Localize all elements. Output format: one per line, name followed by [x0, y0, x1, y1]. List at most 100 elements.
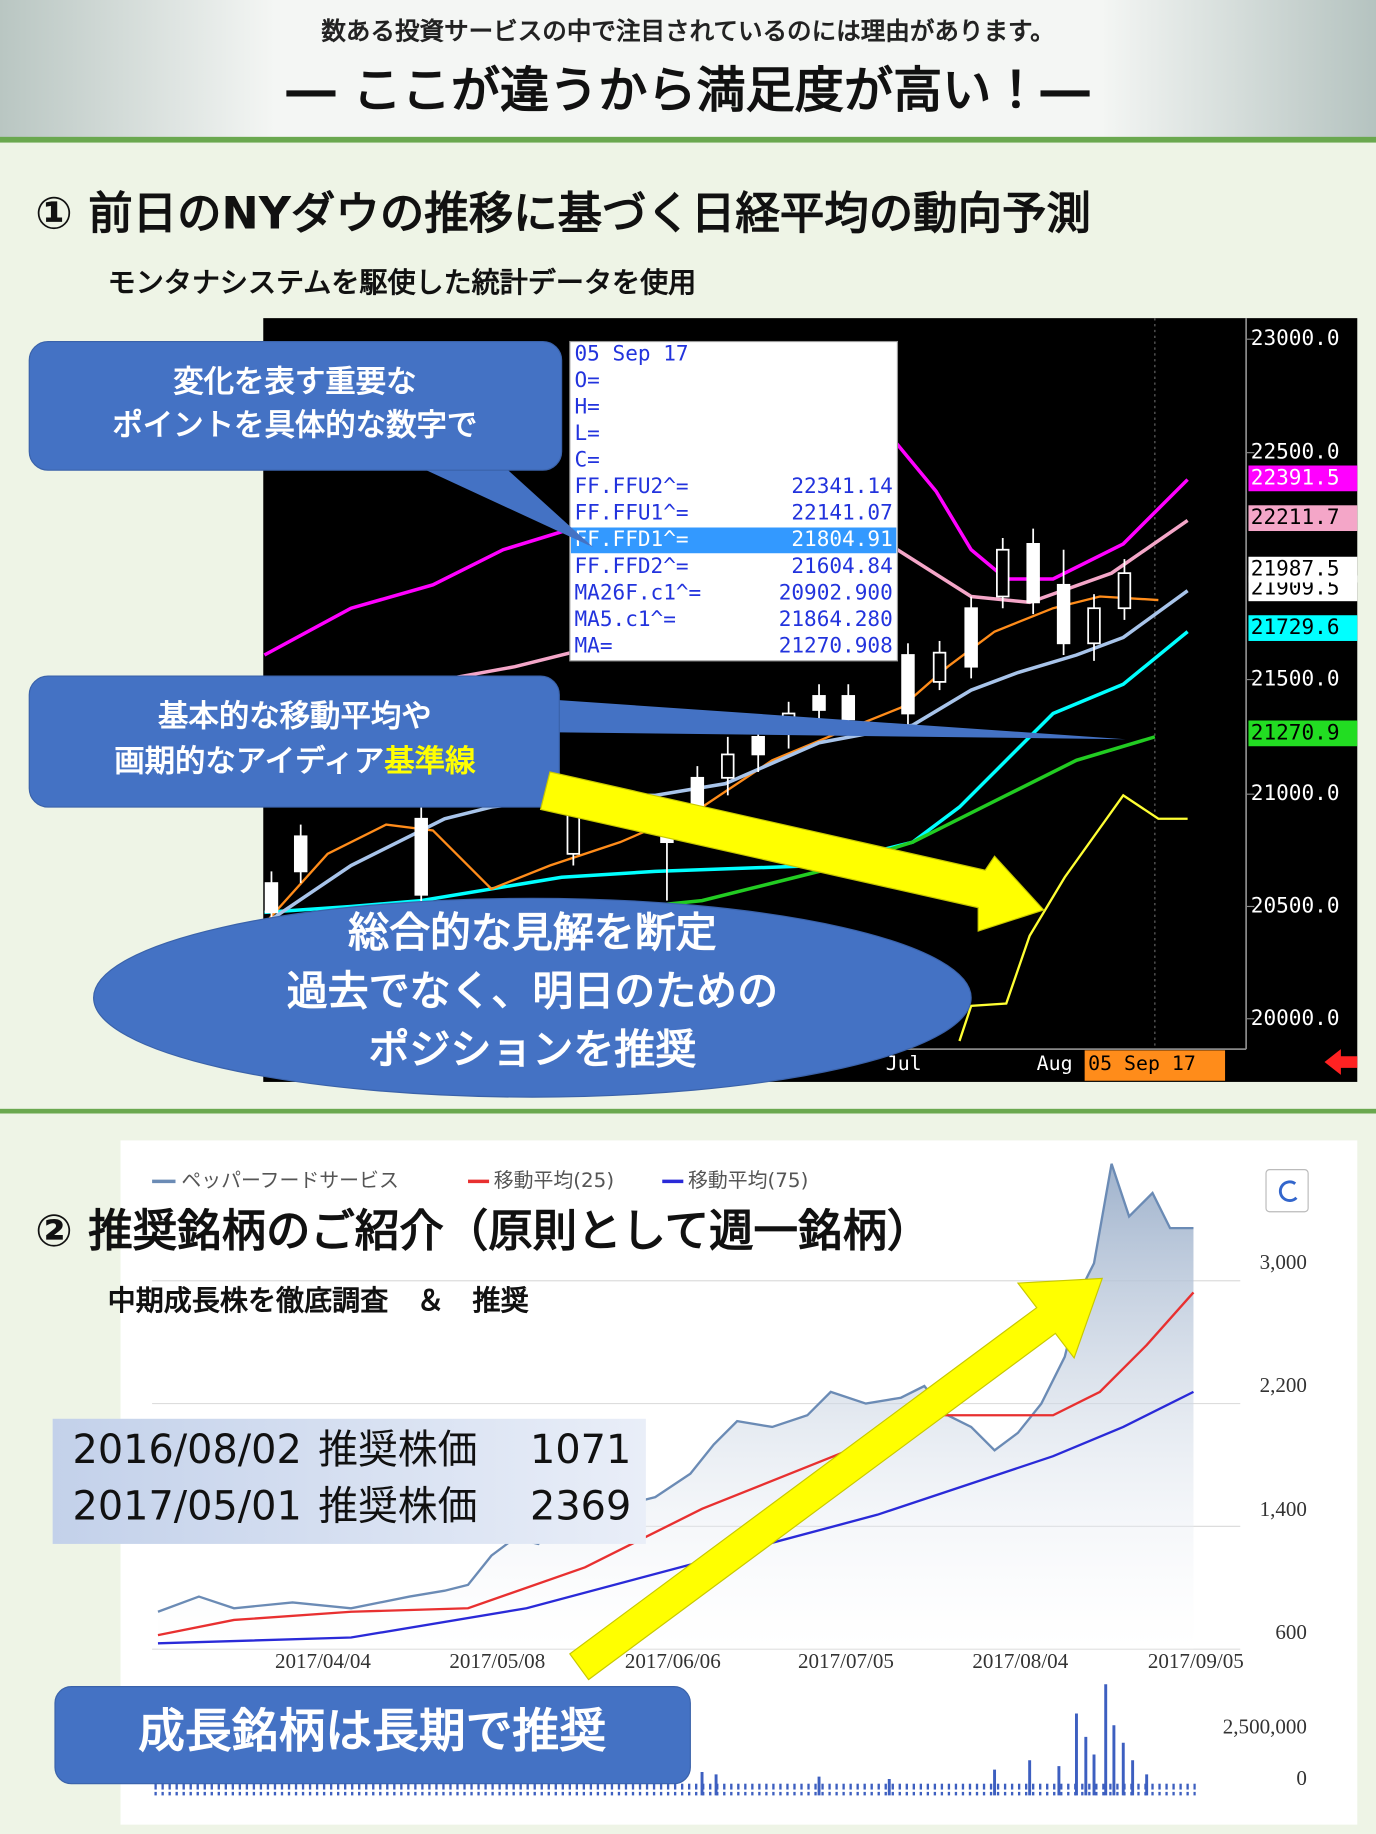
- callout: [28, 340, 563, 471]
- ma-line: [263, 595, 1159, 925]
- x-tick-label: 2017/08/04: [972, 1649, 1068, 1673]
- volume-bars: [152, 1783, 1196, 1796]
- y-tick-label: 600: [1275, 1620, 1307, 1644]
- cursor-date: 05 Sep 17: [1088, 1052, 1196, 1075]
- y-tick-label: 20500.0: [1251, 892, 1340, 917]
- y-tick-label: 1,400: [1260, 1497, 1307, 1521]
- price-tag-bg: [1248, 505, 1358, 532]
- refresh-button[interactable]: [1265, 1169, 1309, 1213]
- tooltip-rows: 05 Sep 17O=H=L=C=FF.FFU2^= 22341.14 FF.FFU…: [575, 340, 893, 657]
- tooltip-highlight: [570, 527, 897, 554]
- price-tags: 22391.522211.721909.521729.621270.921987…: [1248, 464, 1358, 747]
- y-tick-label: 2,200: [1260, 1373, 1307, 1397]
- price-tag: 22391.5: [1251, 464, 1340, 489]
- y-tick-label: 22500.0: [1251, 439, 1340, 464]
- ma25-line: [157, 1291, 1195, 1637]
- header-lead: 数ある投資サービスの中で注目されているのには理由があります。: [321, 17, 1054, 46]
- header-band: [0, 0, 1376, 140]
- header-rule: [0, 136, 1376, 143]
- tooltip-label: MA=: [575, 632, 613, 657]
- price-tag: 21987.5: [1251, 556, 1340, 581]
- ma75-line: [157, 1390, 1194, 1645]
- callout: [93, 897, 972, 1098]
- section-title: ① 前日のNYダウの推移に基づく日経平均の動向予測: [35, 188, 1091, 239]
- y-tick-label: 20000.0: [1251, 1005, 1340, 1030]
- callout-text: ポジションを推奨: [369, 1026, 697, 1074]
- tooltip-value: 21604.84: [791, 553, 892, 578]
- rec-date: 2016/08/02: [73, 1427, 302, 1473]
- callout-text: ポイントを具体的な数字で: [112, 408, 477, 443]
- recommendation-box: [52, 1418, 646, 1544]
- tooltip-label: MA5.c1^=: [575, 606, 676, 631]
- price-tag: 22211.7: [1251, 504, 1340, 529]
- x-tick-label: 2017/05/08: [449, 1649, 545, 1673]
- callout-text: 基本的な移動平均や: [158, 700, 432, 735]
- y-tick-label: 3,000: [1260, 1250, 1307, 1274]
- tooltip-value: 22341.14: [791, 473, 892, 498]
- x-tick-label: 2017/07/05: [798, 1649, 894, 1673]
- tooltip-value: 20902.900: [779, 579, 893, 604]
- price-tag-bg: [1248, 465, 1358, 492]
- section-rule: [0, 1108, 1376, 1114]
- y-tick-label: 21000.0: [1251, 780, 1340, 805]
- axes: 3,000 2,200 1,400 600 2017/04/04 2017/05/08 20…: [275, 1250, 1307, 1790]
- arrow: [539, 771, 1045, 932]
- tooltip-label: FF.FFU2^=: [575, 473, 689, 498]
- tooltip: [569, 340, 899, 662]
- rec-label: 推奨株価: [318, 1483, 477, 1529]
- tooltip-label: O=: [575, 367, 600, 392]
- volume-spikes: [700, 1684, 1149, 1796]
- x-tick-label: Jul: [886, 1052, 922, 1075]
- refresh-icon: [1278, 1180, 1298, 1203]
- callout-text: 画期的なアイディア基準線: [114, 743, 476, 779]
- section-title: ② 推奨銘柄のご紹介（原則として週一銘柄）: [35, 1206, 931, 1257]
- forecast-line: [958, 793, 1188, 1042]
- callout: [28, 675, 560, 808]
- price-area: [157, 1163, 1194, 1650]
- stock-chart: ペッパーフードサービス 移動平均(25) 移動平均(75) 3,000 2,200…: [152, 1163, 1309, 1796]
- rec-date: 2017/05/01: [73, 1483, 302, 1529]
- price-tag-bg: [1248, 720, 1358, 747]
- callout-text: 成長銘柄は長期で推奨: [138, 1705, 606, 1759]
- price-tag-bg: [1248, 615, 1358, 641]
- scroll-arrow[interactable]: [1324, 1049, 1358, 1075]
- tooltip-label: MA26F.c1^=: [575, 579, 702, 604]
- recommendations: 2016/08/02 推奨株価 1071 2017/05/01 推奨株価 236…: [73, 1427, 632, 1529]
- y-tick-label: 21500.0: [1251, 666, 1340, 691]
- section-subtitle: 中期成長株を徹底調査 ＆ 推奨: [108, 1284, 530, 1317]
- x-tick-label: Aug: [1037, 1052, 1073, 1075]
- callout-text: 過去でなく、明日のための: [287, 967, 778, 1015]
- y-axis: 23000.0 22500.0 21500.0 21000.0 20500.0 20000…: [1246, 325, 1340, 1030]
- callout-tail: [421, 467, 594, 548]
- tooltip-value: 21804.91: [791, 526, 892, 551]
- x-tick-label: 2017/04/04: [275, 1649, 371, 1673]
- legend-label: 移動平均(75): [688, 1169, 808, 1192]
- callout-tail: [549, 699, 1126, 740]
- price-tag: 21729.6: [1251, 614, 1340, 639]
- tooltip-label: FF.FFD1^=: [575, 526, 689, 551]
- legend-label: 移動平均(25): [494, 1169, 614, 1192]
- legend-label: ペッパーフードサービス: [181, 1169, 398, 1192]
- volume-tick-label: 2,500,000: [1223, 1715, 1307, 1739]
- header-title: ― ここが違うから満足度が高い！―: [286, 61, 1090, 119]
- callout-text: 変化を表す重要な: [173, 365, 416, 400]
- tooltip-value: 21864.280: [779, 606, 893, 631]
- x-tick-label: 2017/06/06: [625, 1649, 721, 1673]
- tooltip-label: C=: [575, 447, 600, 472]
- callout-text-part: 画期的なアイディア: [114, 743, 384, 779]
- price-tag-bg: [1248, 556, 1358, 583]
- tooltip-label: 05 Sep 17: [575, 340, 689, 365]
- arrow: [569, 1277, 1104, 1681]
- callout-text: 総合的な見解を断定: [348, 909, 717, 957]
- tooltip-label: L=: [575, 420, 600, 445]
- volume-tick-label: 0: [1296, 1766, 1307, 1790]
- tooltip-value: 22141.07: [791, 500, 892, 525]
- ma-line: [263, 589, 1189, 926]
- callout: [54, 1686, 691, 1785]
- rec-price: 2369: [530, 1483, 631, 1529]
- callout-highlight: 基準線: [384, 743, 476, 779]
- tooltip-value: 21270.908: [779, 632, 893, 657]
- section-subtitle: モンタナシステムを駆使した統計データを使用: [108, 266, 697, 299]
- cursor-date-bg: [1084, 1050, 1226, 1081]
